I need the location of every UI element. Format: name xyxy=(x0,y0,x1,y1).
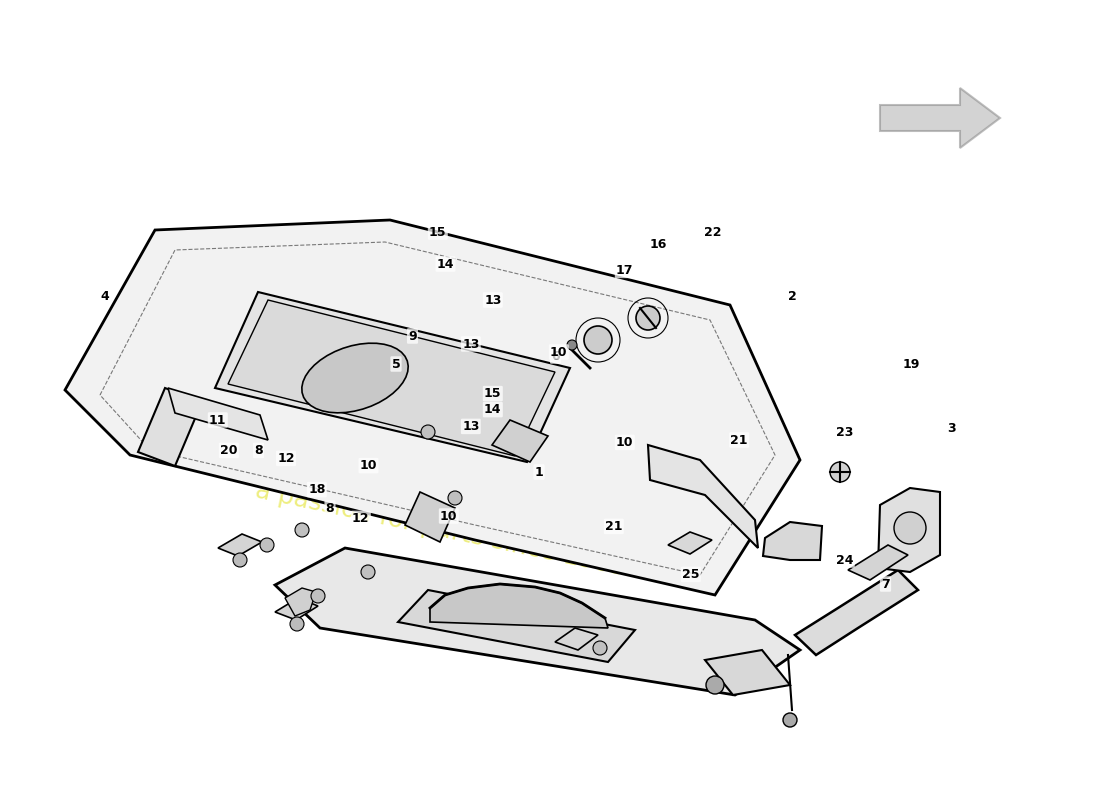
Text: a passion for parts since 1985: a passion for parts since 1985 xyxy=(253,479,627,581)
Text: 21: 21 xyxy=(730,434,748,446)
Text: 19: 19 xyxy=(902,358,920,370)
Circle shape xyxy=(566,340,578,350)
Text: 24: 24 xyxy=(836,554,854,566)
Polygon shape xyxy=(492,420,548,462)
Text: 2: 2 xyxy=(788,290,796,302)
Text: 15: 15 xyxy=(429,226,447,238)
Circle shape xyxy=(448,491,462,505)
Circle shape xyxy=(260,538,274,552)
Polygon shape xyxy=(795,570,918,655)
Text: 10: 10 xyxy=(616,436,634,449)
Text: 11: 11 xyxy=(209,414,227,426)
Text: 22: 22 xyxy=(704,226,722,238)
Text: 5: 5 xyxy=(392,358,400,370)
Text: 4: 4 xyxy=(100,290,109,302)
Text: 25: 25 xyxy=(682,568,700,581)
Circle shape xyxy=(421,425,434,439)
Polygon shape xyxy=(218,534,262,556)
Circle shape xyxy=(636,306,660,330)
Polygon shape xyxy=(275,598,318,620)
Circle shape xyxy=(706,676,724,694)
Text: 17: 17 xyxy=(616,264,634,277)
Polygon shape xyxy=(275,548,800,695)
Text: 1: 1 xyxy=(535,466,543,478)
Polygon shape xyxy=(668,532,712,554)
Polygon shape xyxy=(301,343,408,413)
Text: 16: 16 xyxy=(649,238,667,250)
Polygon shape xyxy=(138,388,202,466)
Text: 21: 21 xyxy=(605,520,623,533)
Circle shape xyxy=(783,713,798,727)
Circle shape xyxy=(311,589,324,603)
Polygon shape xyxy=(65,220,800,595)
Circle shape xyxy=(361,565,375,579)
Circle shape xyxy=(584,326,612,354)
Polygon shape xyxy=(405,492,455,542)
Text: 12: 12 xyxy=(277,452,295,465)
Polygon shape xyxy=(705,650,790,695)
Text: 13: 13 xyxy=(462,338,480,350)
Text: 14: 14 xyxy=(437,258,454,270)
Polygon shape xyxy=(430,584,608,628)
Polygon shape xyxy=(556,628,598,650)
Polygon shape xyxy=(168,388,268,440)
Text: 9: 9 xyxy=(408,330,417,342)
Text: 14: 14 xyxy=(484,403,502,416)
Polygon shape xyxy=(880,88,1000,148)
Polygon shape xyxy=(848,545,908,580)
Circle shape xyxy=(894,512,926,544)
Circle shape xyxy=(295,523,309,537)
Text: 10: 10 xyxy=(440,510,458,522)
Text: 10: 10 xyxy=(550,346,568,358)
Text: 13: 13 xyxy=(462,420,480,433)
Polygon shape xyxy=(398,590,635,662)
Circle shape xyxy=(290,617,304,631)
Polygon shape xyxy=(214,292,570,462)
Circle shape xyxy=(233,553,248,567)
Text: 3: 3 xyxy=(947,422,956,434)
Text: 18: 18 xyxy=(308,483,326,496)
Text: 10: 10 xyxy=(360,459,377,472)
Polygon shape xyxy=(878,488,940,572)
Polygon shape xyxy=(285,588,316,616)
Text: 7: 7 xyxy=(881,578,890,590)
Polygon shape xyxy=(763,522,822,560)
Text: 12: 12 xyxy=(352,512,370,525)
Circle shape xyxy=(830,462,850,482)
Text: 23: 23 xyxy=(836,426,854,438)
Text: 6: 6 xyxy=(551,350,560,362)
Text: 15: 15 xyxy=(484,387,502,400)
Text: 13: 13 xyxy=(484,294,502,306)
Circle shape xyxy=(593,641,607,655)
Polygon shape xyxy=(228,300,556,456)
Text: 8: 8 xyxy=(326,502,334,514)
Text: 8: 8 xyxy=(254,444,263,457)
Text: eurospares: eurospares xyxy=(131,384,728,476)
Text: 20: 20 xyxy=(220,444,238,457)
Polygon shape xyxy=(648,445,758,548)
